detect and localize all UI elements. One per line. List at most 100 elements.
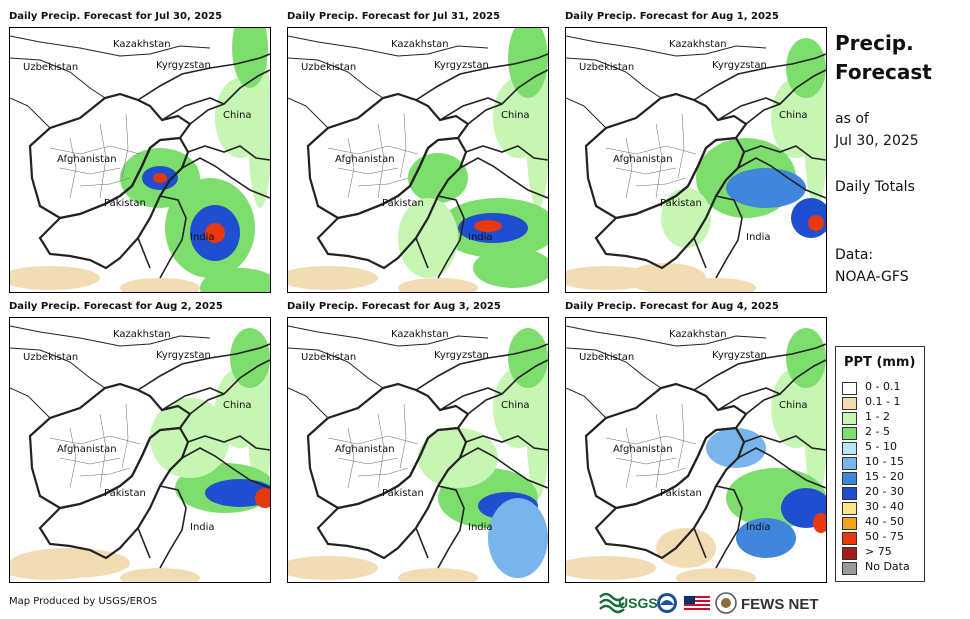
label-china: China: [779, 400, 808, 411]
label-afghanistan: Afghanistan: [57, 154, 117, 165]
map-graphic: [288, 28, 548, 292]
precip-area: [706, 428, 766, 468]
kazakhstan-border: [566, 35, 767, 57]
label-kazakhstan: Kazakhstan: [391, 329, 449, 340]
precip-area: [288, 266, 378, 290]
data-source-text: Data: NOAA-GFS: [835, 244, 909, 288]
panel-title: Daily Precip. Forecast for Aug 1, 2025: [565, 11, 779, 22]
precip-map: Kazakhstan Uzbekistan Kyrgyzstan China A…: [565, 27, 827, 293]
precip-area: [736, 518, 796, 558]
legend-swatch: [842, 547, 857, 560]
legend-swatch: [842, 397, 857, 410]
legend-swatch: [842, 457, 857, 470]
label-kyrgyzstan: Kyrgyzstan: [712, 350, 767, 361]
province-lines: [327, 113, 419, 199]
uzbekistan-border: [10, 347, 106, 419]
label-pakistan: Pakistan: [382, 488, 424, 499]
precip-area: [120, 278, 200, 292]
legend-label: 0 - 0.1: [865, 380, 901, 393]
as-of-line2: Jul 30, 2025: [835, 133, 919, 149]
label-pakistan: Pakistan: [104, 198, 146, 209]
kyrgyzstan-border: [415, 343, 548, 411]
precip-area: [153, 173, 167, 183]
precip-area: [661, 188, 711, 248]
pakistan-border: [38, 426, 190, 560]
label-kazakhstan: Kazakhstan: [669, 329, 727, 340]
legend-swatch: [842, 502, 857, 515]
label-pakistan: Pakistan: [660, 198, 702, 209]
label-afghanistan: Afghanistan: [57, 444, 117, 455]
kyrgyzstan-border: [415, 53, 548, 121]
precip-blobs: [288, 328, 548, 582]
precip-area: [813, 513, 826, 533]
kyrgyzstan-border: [693, 53, 826, 121]
panel-title: Daily Precip. Forecast for Jul 31, 2025: [287, 11, 501, 22]
precip-area: [508, 28, 548, 98]
legend-label: 5 - 10: [865, 440, 897, 453]
label-china: China: [501, 110, 530, 121]
precip-area: [771, 78, 821, 158]
india-border: [137, 447, 270, 569]
legend-swatch: [842, 382, 857, 395]
legend: PPT (mm) 0 - 0.1 0.1 - 1 1 - 2 2 - 5 5 - 10 1…: [835, 346, 925, 582]
precip-area: [566, 556, 656, 580]
legend-label: No Data: [865, 560, 910, 573]
noaa-logo: [657, 593, 677, 613]
precip-area: [255, 488, 270, 508]
precip-area: [230, 328, 270, 388]
legend-swatch: [842, 472, 857, 485]
legend-label: 20 - 30: [865, 485, 904, 498]
panel-title: Daily Precip. Forecast for Aug 2, 2025: [9, 301, 223, 312]
label-china: China: [223, 110, 252, 121]
legend-label: > 75: [865, 545, 892, 558]
label-kyrgyzstan: Kyrgyzstan: [434, 60, 489, 71]
label-kazakhstan: Kazakhstan: [113, 329, 171, 340]
precip-map: Kazakhstan Uzbekistan Kyrgyzstan China A…: [287, 317, 549, 583]
uzbekistan-border: [566, 57, 662, 129]
precip-blobs: [566, 328, 826, 582]
label-uzbekistan: Uzbekistan: [301, 62, 357, 73]
state-seal: [715, 592, 737, 614]
china-border: [465, 359, 548, 451]
province-lines: [605, 113, 697, 199]
india-border: [693, 447, 826, 569]
label-pakistan: Pakistan: [104, 488, 146, 499]
precip-area: [508, 328, 548, 388]
precip-area: [205, 223, 225, 243]
precip-area: [398, 198, 458, 278]
precip-area: [726, 168, 806, 208]
precip-blobs: [10, 28, 270, 292]
india-border: [693, 157, 826, 279]
precip-area: [398, 568, 478, 582]
province-lines: [605, 403, 697, 489]
precip-area: [808, 215, 824, 231]
uzbekistan-border: [566, 347, 662, 419]
label-uzbekistan: Uzbekistan: [579, 62, 635, 73]
legend-swatch: [842, 442, 857, 455]
precip-area: [200, 268, 270, 292]
province-lines: [49, 403, 141, 489]
kazakhstan-border: [288, 325, 489, 347]
precip-area: [488, 498, 548, 578]
label-kyrgyzstan: Kyrgyzstan: [712, 60, 767, 71]
label-kyrgyzstan: Kyrgyzstan: [156, 350, 211, 361]
usgs-logo: USGS: [599, 592, 658, 614]
side-title-line2: Forecast: [835, 60, 932, 84]
label-kazakhstan: Kazakhstan: [113, 39, 171, 50]
precip-area: [626, 263, 706, 292]
label-india: India: [746, 522, 771, 533]
precip-blobs: [566, 38, 826, 292]
precip-area: [771, 368, 821, 448]
label-india: India: [190, 522, 215, 533]
precip-area: [493, 78, 543, 158]
india-border: [137, 157, 270, 279]
pakistan-border: [594, 136, 746, 270]
label-uzbekistan: Uzbekistan: [579, 352, 635, 363]
credit-text: Map Produced by USGS/EROS: [9, 596, 158, 607]
map-graphic: [566, 35, 826, 292]
precip-area: [493, 368, 543, 448]
india-border: [415, 447, 548, 569]
label-kyrgyzstan: Kyrgyzstan: [156, 60, 211, 71]
kazakhstan-border: [566, 325, 767, 347]
precip-map: Kazakhstan Uzbekistan Kyrgyzstan China A…: [9, 27, 271, 293]
